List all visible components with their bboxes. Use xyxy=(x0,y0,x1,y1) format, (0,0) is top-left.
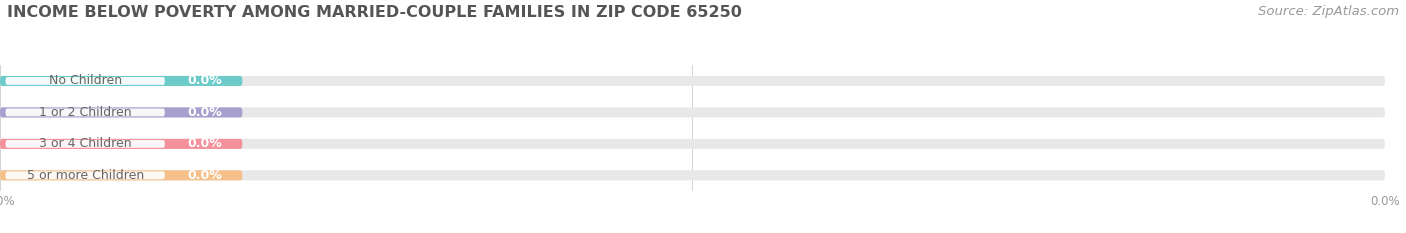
FancyBboxPatch shape xyxy=(0,107,242,117)
FancyBboxPatch shape xyxy=(0,170,242,180)
Text: 0.0%: 0.0% xyxy=(187,75,222,87)
FancyBboxPatch shape xyxy=(6,109,165,116)
Text: Source: ZipAtlas.com: Source: ZipAtlas.com xyxy=(1258,5,1399,18)
Text: 1 or 2 Children: 1 or 2 Children xyxy=(39,106,132,119)
FancyBboxPatch shape xyxy=(6,171,165,179)
FancyBboxPatch shape xyxy=(0,139,242,149)
Text: 0.0%: 0.0% xyxy=(187,137,222,150)
FancyBboxPatch shape xyxy=(0,76,1385,86)
FancyBboxPatch shape xyxy=(0,76,242,86)
Text: 0.0%: 0.0% xyxy=(187,106,222,119)
Text: 5 or more Children: 5 or more Children xyxy=(27,169,143,182)
Text: 0.0%: 0.0% xyxy=(187,169,222,182)
FancyBboxPatch shape xyxy=(6,140,165,148)
Text: No Children: No Children xyxy=(49,75,122,87)
FancyBboxPatch shape xyxy=(0,170,1385,180)
FancyBboxPatch shape xyxy=(0,139,1385,149)
FancyBboxPatch shape xyxy=(6,77,165,85)
Text: 3 or 4 Children: 3 or 4 Children xyxy=(39,137,132,150)
FancyBboxPatch shape xyxy=(0,107,1385,117)
Text: INCOME BELOW POVERTY AMONG MARRIED-COUPLE FAMILIES IN ZIP CODE 65250: INCOME BELOW POVERTY AMONG MARRIED-COUPL… xyxy=(7,5,742,20)
